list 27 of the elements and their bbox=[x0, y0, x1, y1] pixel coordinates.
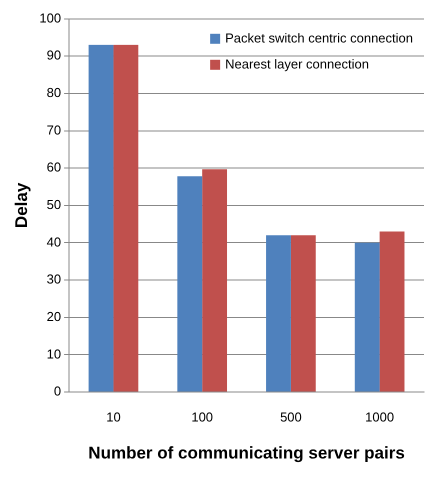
y-tick-label: 90 bbox=[46, 48, 62, 63]
x-tick-label: 100 bbox=[191, 409, 214, 424]
bar bbox=[202, 169, 228, 392]
bar bbox=[380, 232, 404, 392]
y-tick-label: 30 bbox=[46, 272, 62, 287]
y-tick-label: 10 bbox=[46, 346, 62, 362]
bar bbox=[177, 176, 202, 392]
y-tick-label: 20 bbox=[46, 308, 62, 324]
bar bbox=[88, 44, 114, 392]
legend-label: Packet switch centric connection bbox=[225, 30, 414, 46]
x-axis-title: Number of communicating server pairs bbox=[88, 443, 405, 462]
y-tick-label: 60 bbox=[46, 160, 62, 175]
bar bbox=[113, 44, 138, 392]
y-tick-label: 100 bbox=[39, 10, 62, 26]
y-tick-label: 0 bbox=[54, 384, 62, 399]
bar bbox=[290, 235, 316, 392]
y-axis-title: Delay bbox=[12, 182, 31, 228]
y-tick-label: 80 bbox=[46, 85, 62, 100]
y-tick-label: 50 bbox=[46, 196, 62, 212]
y-tick-label: 70 bbox=[46, 122, 62, 138]
bar bbox=[266, 235, 291, 392]
x-tick-label: 10 bbox=[106, 409, 121, 424]
x-tick-label: 1000 bbox=[365, 409, 394, 424]
x-tick-label: 500 bbox=[280, 409, 302, 424]
legend-label: Nearest layer connection bbox=[225, 56, 369, 72]
y-tick-label: 40 bbox=[46, 234, 62, 250]
bar bbox=[354, 242, 380, 392]
